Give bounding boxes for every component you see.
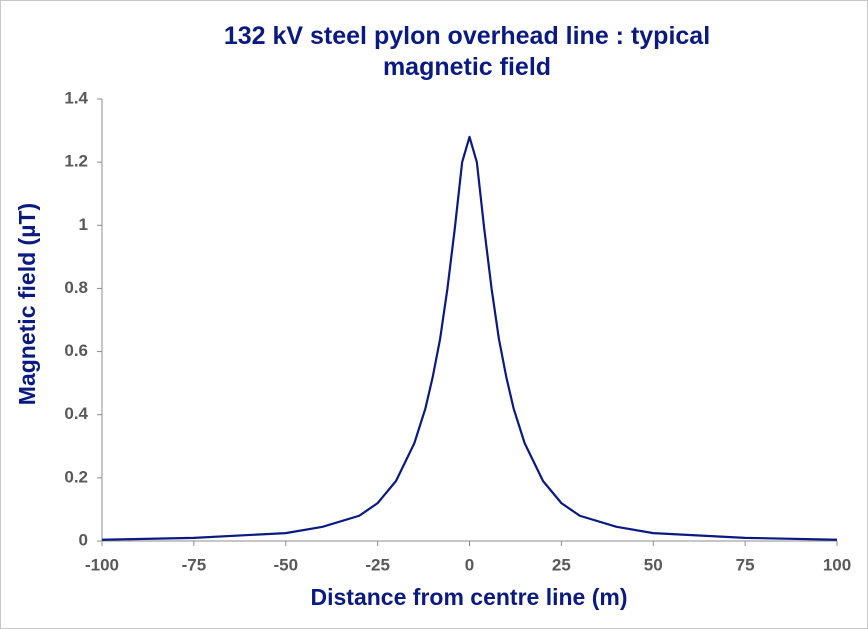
- y-tick-label: 1.4: [64, 88, 88, 107]
- y-tick-label: 1: [79, 215, 88, 234]
- x-tick-label: 50: [644, 555, 663, 574]
- y-tick-label: 0: [79, 530, 88, 549]
- x-tick-label: -50: [273, 555, 298, 574]
- y-tick-label: 1.2: [64, 152, 88, 171]
- chart-title: 132 kV steel pylon overhead line : typic…: [223, 22, 711, 81]
- x-tick-label: 100: [823, 555, 851, 574]
- x-tick-label: 25: [552, 555, 571, 574]
- y-tick-label: 0.2: [64, 467, 88, 486]
- y-axis-title: Magnetic field (µT): [14, 203, 40, 405]
- x-tick-label: -25: [365, 555, 390, 574]
- data-line: [101, 135, 838, 541]
- x-tick-label: 75: [736, 555, 755, 574]
- x-tick-label: 0: [465, 555, 474, 574]
- x-tick-label: -75: [182, 555, 207, 574]
- x-tick-label: -100: [85, 555, 119, 574]
- y-tick-label: 0.8: [64, 278, 88, 297]
- y-tick-label: 0.6: [64, 341, 88, 360]
- x-axis-title: Distance from centre line (m): [311, 584, 628, 610]
- y-tick-label: 0.4: [64, 404, 88, 423]
